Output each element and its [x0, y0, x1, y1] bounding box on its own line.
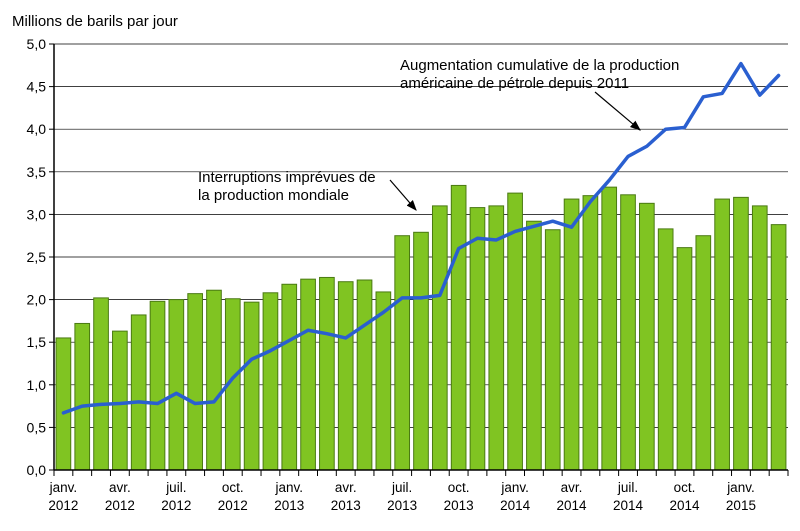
y-tick-label: 1,0	[27, 377, 47, 393]
x-tick-label-month: avr.	[335, 480, 357, 495]
x-tick-label-month: avr.	[561, 480, 583, 495]
x-tick-label-month: juil.	[391, 480, 412, 495]
bar	[414, 232, 429, 470]
bar	[320, 277, 335, 470]
x-tick-label-year: 2014	[500, 498, 531, 513]
y-tick-label: 2,5	[27, 249, 47, 265]
bar	[527, 221, 542, 470]
bar	[395, 236, 410, 470]
bar	[583, 196, 598, 470]
y-tick-label: 4,5	[27, 79, 47, 95]
bar	[150, 301, 165, 470]
annotation-text: la production mondiale	[198, 187, 349, 204]
annotation-text: américaine de pétrole depuis 2011	[400, 75, 629, 92]
y-axis-title: Millions de barils par jour	[12, 13, 178, 30]
x-tick-label-month: juil.	[617, 480, 638, 495]
x-tick-label-year: 2014	[557, 498, 588, 513]
x-tick-label-month: avr.	[109, 480, 131, 495]
bar	[207, 290, 222, 470]
y-tick-label: 0,5	[27, 419, 47, 435]
y-tick-label: 4,0	[27, 121, 47, 137]
bar	[75, 323, 90, 470]
bar	[56, 338, 71, 470]
bar	[188, 294, 203, 470]
bar	[734, 197, 749, 470]
bar	[545, 230, 560, 470]
y-tick-label: 5,0	[27, 36, 47, 52]
x-tick-label-month: juil.	[165, 480, 186, 495]
bar	[338, 282, 353, 470]
bar	[564, 199, 579, 470]
x-tick-label-month: janv.	[274, 480, 303, 495]
bar	[94, 298, 109, 470]
x-tick-label-year: 2013	[274, 498, 304, 513]
y-tick-label: 3,5	[27, 164, 47, 180]
bar	[771, 225, 786, 470]
bar	[696, 236, 711, 470]
y-tick-label: 0,0	[27, 462, 47, 478]
oil-production-chart: 0,0 0,5 1,0 1,5 2,0 2,5 3,0 3,5 4,0 4,5 5,0 janv. 20…	[0, 0, 800, 531]
x-tick-label-year: 2015	[726, 498, 756, 513]
x-tick-label-year: 2013	[331, 498, 361, 513]
x-tick-label-month: oct.	[674, 480, 696, 495]
bar	[357, 280, 372, 470]
x-tick-label-year: 2013	[444, 498, 474, 513]
x-tick-label-month: oct.	[222, 480, 244, 495]
x-tick-label-year: 2014	[669, 498, 700, 513]
bar	[169, 300, 184, 470]
y-tick-label: 1,5	[27, 334, 47, 350]
annotation-text: Interruptions imprévues de	[198, 169, 376, 186]
bar	[451, 185, 466, 470]
x-tick-label-year: 2013	[387, 498, 417, 513]
x-tick-label-month: janv.	[500, 480, 529, 495]
bar	[752, 206, 767, 470]
bar	[640, 203, 655, 470]
y-tick-label: 3,0	[27, 206, 47, 222]
annotation-text: Augmentation cumulative de la production	[400, 57, 679, 74]
bar	[621, 195, 636, 470]
bar	[470, 208, 485, 470]
bar	[131, 315, 146, 470]
bar	[658, 229, 673, 470]
bar	[376, 292, 391, 470]
x-tick-label-year: 2012	[48, 498, 78, 513]
bar	[677, 248, 692, 470]
x-tick-label-month: janv.	[49, 480, 78, 495]
x-tick-label-month: oct.	[448, 480, 470, 495]
bar	[602, 187, 617, 470]
bar	[715, 199, 730, 470]
x-tick-label-year: 2012	[161, 498, 191, 513]
x-tick-label-year: 2012	[218, 498, 248, 513]
x-tick-label-year: 2012	[105, 498, 135, 513]
bar	[489, 206, 504, 470]
bar	[244, 302, 259, 470]
y-tick-label: 2,0	[27, 292, 47, 308]
x-tick-label-year: 2014	[613, 498, 644, 513]
x-tick-label-month: janv.	[726, 480, 755, 495]
bar	[282, 284, 297, 470]
bar	[301, 279, 316, 470]
chart-svg: 0,0 0,5 1,0 1,5 2,0 2,5 3,0 3,5 4,0 4,5 5,0 janv. 20…	[0, 0, 800, 531]
bar	[113, 331, 128, 470]
bar	[263, 293, 278, 470]
bar	[432, 206, 447, 470]
